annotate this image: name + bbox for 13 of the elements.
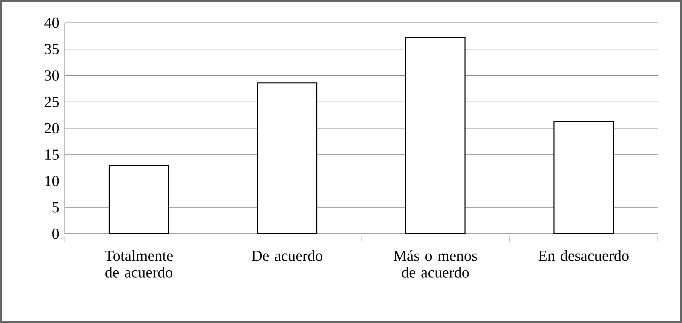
x-tick-label: De acuerdo [252,250,323,262]
y-tick-label: 20 [44,123,60,134]
y-tick-label: 5 [52,202,60,213]
y-tick-label: 30 [45,70,60,81]
y-tick-label: 0 [52,228,60,240]
y-tick-label: 15 [46,150,60,160]
y-tick-label: 25 [44,96,60,108]
y-tick-label: 40 [44,18,60,28]
y-tick-label: 35 [45,44,60,55]
x-tick-label: En desacuerdo [538,250,629,262]
y-tick-label: 10 [46,176,60,186]
x-tick-label: Totalmente de acuerdo [105,250,174,278]
x-tick-label: Más o menos de acuerdo [394,250,478,278]
